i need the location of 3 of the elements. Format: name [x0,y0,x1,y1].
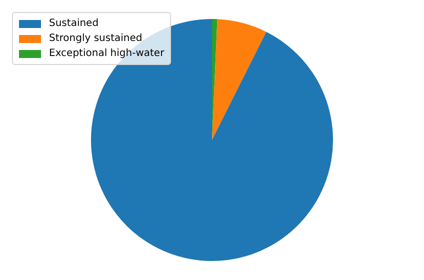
legend-label: Exceptional high-water [49,48,164,59]
legend-label: Strongly sustained [49,33,142,44]
legend-label: Sustained [49,18,99,29]
